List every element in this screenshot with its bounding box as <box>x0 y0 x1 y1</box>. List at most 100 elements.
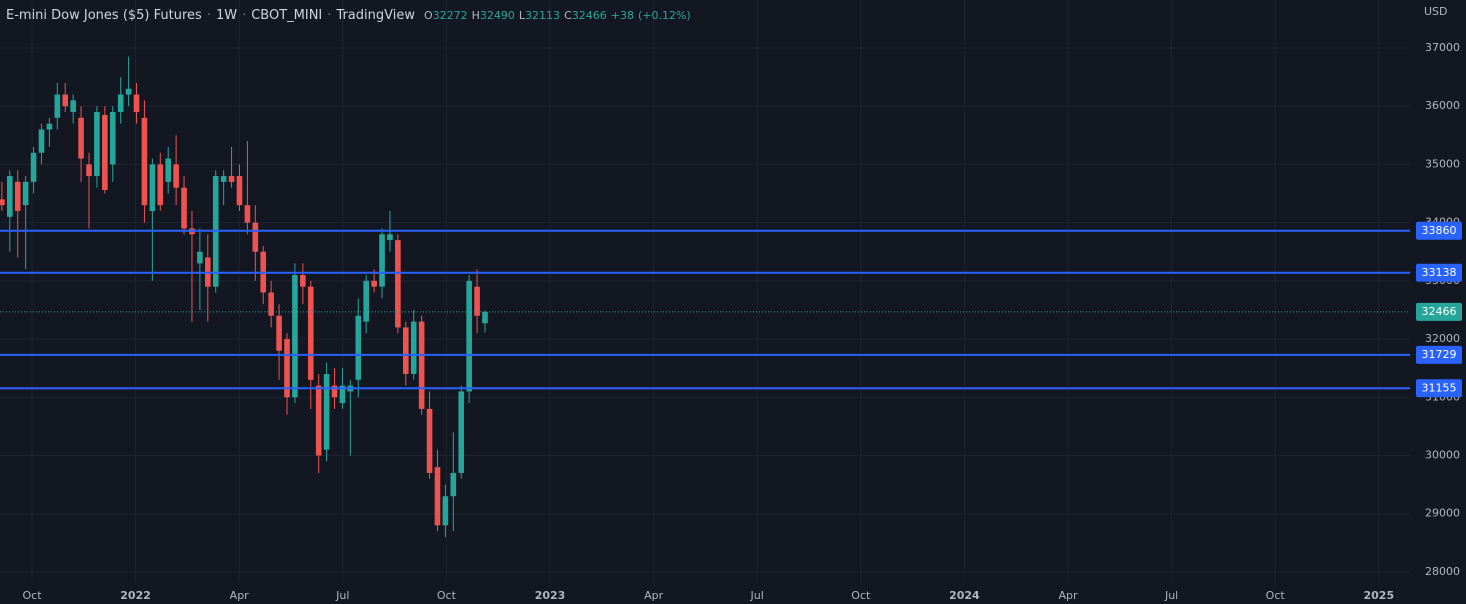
ohlc-label: H <box>471 9 480 22</box>
candle-body <box>244 205 251 223</box>
interval: 1W <box>215 8 238 23</box>
ohlc-values: O 32272 H 32490 L 32113 C 32466 +38 (+0.12%) <box>424 9 695 22</box>
level-box <box>1416 379 1462 398</box>
candle-body <box>339 385 346 404</box>
candle-body <box>94 112 100 177</box>
candle-body <box>165 158 171 182</box>
candle-body <box>117 94 124 113</box>
candle-body <box>442 496 449 526</box>
candle-body <box>379 234 385 287</box>
candle-body <box>173 164 179 188</box>
level-label: 33860 <box>1422 224 1457 237</box>
x-tick-label: 2023 <box>535 589 566 602</box>
x-tick-label: Jul <box>1164 589 1178 602</box>
title: E-mini Dow Jones ($5) Futures <box>6 8 202 23</box>
candle-body <box>252 222 259 252</box>
candle-body <box>220 176 227 182</box>
candle-body <box>355 315 362 380</box>
candle-body <box>371 280 377 287</box>
y-tick-label: 28000 <box>1425 565 1460 578</box>
candle-body <box>78 117 84 159</box>
last-price-label: 32466 <box>1422 305 1457 318</box>
ohlc-value: 32490 <box>479 9 515 22</box>
y-tick-label: 30000 <box>1425 449 1460 462</box>
candle-body <box>197 251 203 264</box>
candle-body <box>307 286 314 380</box>
exchange: CBOT_MINI <box>251 8 323 23</box>
separator: · <box>206 8 211 23</box>
ohlc-label: O <box>423 9 433 22</box>
y-tick-label: 37000 <box>1425 41 1460 54</box>
candle-body <box>133 94 140 113</box>
price-axis <box>1410 0 1466 604</box>
change: +38 <box>610 9 634 22</box>
x-tick-label: Jul <box>750 589 764 602</box>
x-tick-label: Oct <box>437 589 457 602</box>
ohlc-value: 32113 <box>525 9 561 22</box>
y-tick-label: 36000 <box>1425 99 1460 112</box>
candle-body <box>149 164 156 211</box>
candle-body <box>268 292 274 316</box>
x-tick-label: 2024 <box>949 589 980 602</box>
x-tick-label: 2025 <box>1363 589 1394 602</box>
x-tick-label: Oct <box>1266 589 1286 602</box>
level-box <box>1416 345 1462 364</box>
candle-body <box>102 114 108 191</box>
candle-body <box>46 123 53 130</box>
candle-body <box>30 152 37 182</box>
candle-body <box>141 117 148 206</box>
level-label: 31155 <box>1422 381 1457 394</box>
x-tick-label: Apr <box>644 589 664 602</box>
x-tick-label: Oct <box>22 589 42 602</box>
level-box <box>1416 221 1462 240</box>
candle-body <box>181 187 187 229</box>
ohlc-label: L <box>518 9 526 22</box>
candle-body <box>38 129 45 153</box>
y-tick-label: 32000 <box>1425 332 1460 345</box>
candle-body <box>466 280 472 392</box>
candle-body <box>482 311 488 324</box>
level-label: 33138 <box>1422 266 1457 279</box>
candle-body <box>86 164 92 177</box>
candle-body <box>228 176 235 182</box>
ohlc-value: 32272 <box>432 9 468 22</box>
candle-body <box>387 234 393 241</box>
candle-body <box>292 275 298 398</box>
candle-body <box>474 286 480 316</box>
candle-body <box>157 164 164 206</box>
last-price-box <box>1416 302 1462 321</box>
y-tick-label: 35000 <box>1425 157 1460 170</box>
x-tick-label: Apr <box>1058 589 1078 602</box>
candle-body <box>109 112 116 165</box>
header: E-mini Dow Jones ($5) Futures · 1W · CBO… <box>6 8 695 23</box>
candle-body <box>300 275 306 287</box>
level-box <box>1416 263 1462 282</box>
separator: · <box>242 8 247 23</box>
candle-body <box>70 100 76 113</box>
ohlc-value: 32466 <box>571 9 607 22</box>
candle-body <box>276 315 282 351</box>
candle-body <box>363 280 369 322</box>
candle-body <box>14 181 21 211</box>
candle-body <box>434 467 441 526</box>
candle-body <box>22 181 29 206</box>
candle-body <box>410 321 417 374</box>
change-pct: (+0.12%) <box>637 9 691 22</box>
candle-body <box>236 176 243 206</box>
candle-body <box>323 373 330 450</box>
candle-body <box>426 408 433 473</box>
candle-body <box>418 321 425 409</box>
candle-body <box>395 240 401 328</box>
currency: USD <box>1424 5 1448 18</box>
x-tick-label: Apr <box>230 589 250 602</box>
candle-body <box>284 339 290 398</box>
ohlc-label: C <box>564 9 572 22</box>
candle-body <box>458 391 465 473</box>
level-label: 31729 <box>1422 348 1457 361</box>
y-tick-label: 29000 <box>1425 507 1460 520</box>
separator: · <box>327 8 332 23</box>
source: TradingView <box>336 8 415 23</box>
x-tick-label: Oct <box>851 589 871 602</box>
candle-body <box>62 94 69 107</box>
